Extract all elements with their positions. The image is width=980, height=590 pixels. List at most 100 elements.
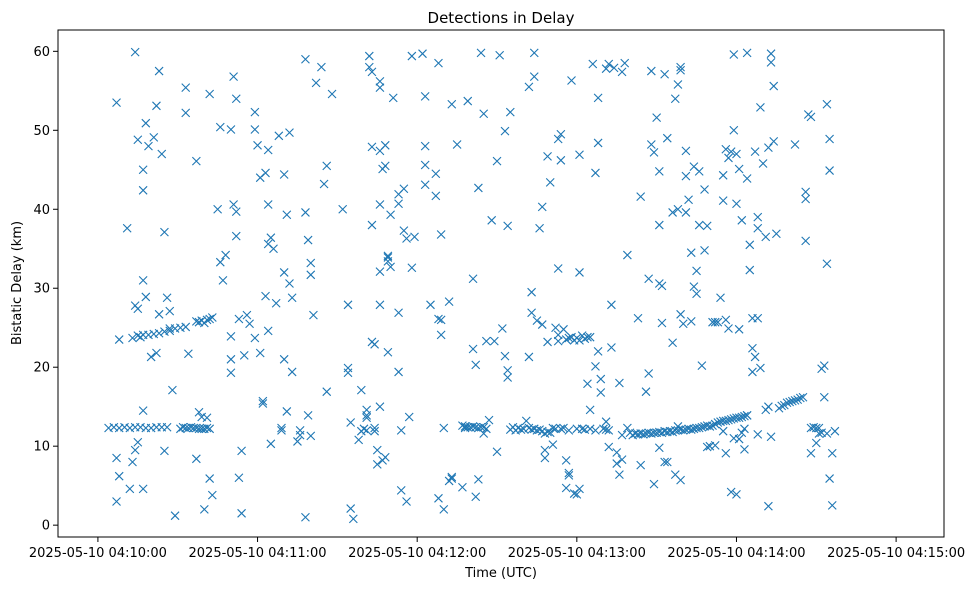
data-point xyxy=(399,184,409,194)
data-point xyxy=(154,66,164,76)
data-point xyxy=(452,140,462,149)
data-point xyxy=(734,164,744,174)
data-point xyxy=(585,424,595,434)
data-point xyxy=(601,64,611,74)
data-point xyxy=(622,250,632,260)
data-point xyxy=(114,471,124,481)
data-point xyxy=(649,148,659,157)
data-point xyxy=(553,134,563,144)
data-point xyxy=(202,423,212,433)
data-point xyxy=(710,317,720,327)
x-tick-label: 2025-05-10 04:12:00 xyxy=(348,546,486,561)
data-point xyxy=(138,484,148,494)
data-point xyxy=(806,448,816,458)
data-point xyxy=(593,138,603,148)
data-point xyxy=(516,425,526,434)
data-point xyxy=(170,511,180,521)
data-point xyxy=(434,58,443,68)
data-point xyxy=(473,474,483,484)
data-point xyxy=(644,369,654,378)
data-point xyxy=(790,395,800,405)
data-point xyxy=(681,208,691,217)
data-point xyxy=(745,240,755,250)
data-point xyxy=(604,442,614,452)
data-point xyxy=(777,401,787,411)
data-point xyxy=(676,475,685,485)
data-point xyxy=(213,204,223,214)
data-point xyxy=(503,365,513,375)
data-point xyxy=(327,89,337,99)
data-point xyxy=(537,320,547,329)
data-point xyxy=(245,319,254,329)
data-point xyxy=(764,143,773,153)
data-point xyxy=(684,195,693,205)
data-point xyxy=(473,183,483,193)
data-point xyxy=(356,385,366,395)
data-point xyxy=(822,429,832,438)
data-point xyxy=(207,490,217,500)
data-point xyxy=(503,221,513,231)
data-point xyxy=(114,423,124,433)
data-point xyxy=(141,292,151,302)
data-point xyxy=(724,153,733,163)
data-point xyxy=(641,387,651,397)
data-point xyxy=(447,99,457,109)
data-point xyxy=(561,456,571,465)
data-point xyxy=(380,452,390,462)
data-point xyxy=(215,257,225,267)
data-point xyxy=(673,422,683,431)
data-point xyxy=(721,416,731,426)
data-point xyxy=(479,109,489,119)
data-point xyxy=(827,501,837,510)
data-point xyxy=(492,447,502,457)
data-point xyxy=(721,448,731,458)
data-point xyxy=(505,107,515,117)
data-point xyxy=(231,207,241,217)
data-point xyxy=(745,265,755,275)
data-point xyxy=(748,367,757,377)
data-point xyxy=(543,427,552,437)
y-axis-label: Bistatic Delay (km) xyxy=(10,221,25,345)
data-point xyxy=(112,453,121,463)
y-tick-label: 10 xyxy=(33,440,50,455)
data-point xyxy=(753,223,763,233)
data-point xyxy=(540,453,550,463)
data-point xyxy=(801,236,811,246)
data-point xyxy=(183,349,193,359)
data-point xyxy=(543,337,552,347)
data-point xyxy=(370,423,380,433)
data-point xyxy=(553,336,563,346)
data-point xyxy=(436,330,446,340)
data-point xyxy=(710,441,720,450)
data-point xyxy=(790,140,800,149)
data-point xyxy=(250,333,260,343)
data-point xyxy=(317,62,326,72)
data-point xyxy=(761,232,771,242)
data-point xyxy=(524,82,534,92)
data-point xyxy=(229,72,238,81)
data-point xyxy=(133,437,143,447)
data-point xyxy=(734,434,744,444)
data-point xyxy=(362,413,372,423)
data-point xyxy=(386,262,395,272)
data-point xyxy=(577,424,587,434)
data-point xyxy=(133,135,143,145)
data-point xyxy=(604,59,614,69)
data-point xyxy=(434,314,443,324)
data-point xyxy=(561,483,571,493)
data-point xyxy=(157,149,167,159)
data-point xyxy=(122,223,132,233)
data-point xyxy=(205,474,215,483)
data-point xyxy=(801,194,811,204)
data-point xyxy=(583,332,592,342)
data-point xyxy=(633,313,643,323)
data-point xyxy=(279,268,289,277)
data-point xyxy=(439,504,449,514)
data-point xyxy=(742,174,752,183)
data-point xyxy=(138,275,148,285)
data-point xyxy=(261,168,270,178)
data-point xyxy=(301,208,310,217)
data-point xyxy=(367,67,377,77)
data-point xyxy=(764,402,773,412)
data-point xyxy=(476,48,486,58)
